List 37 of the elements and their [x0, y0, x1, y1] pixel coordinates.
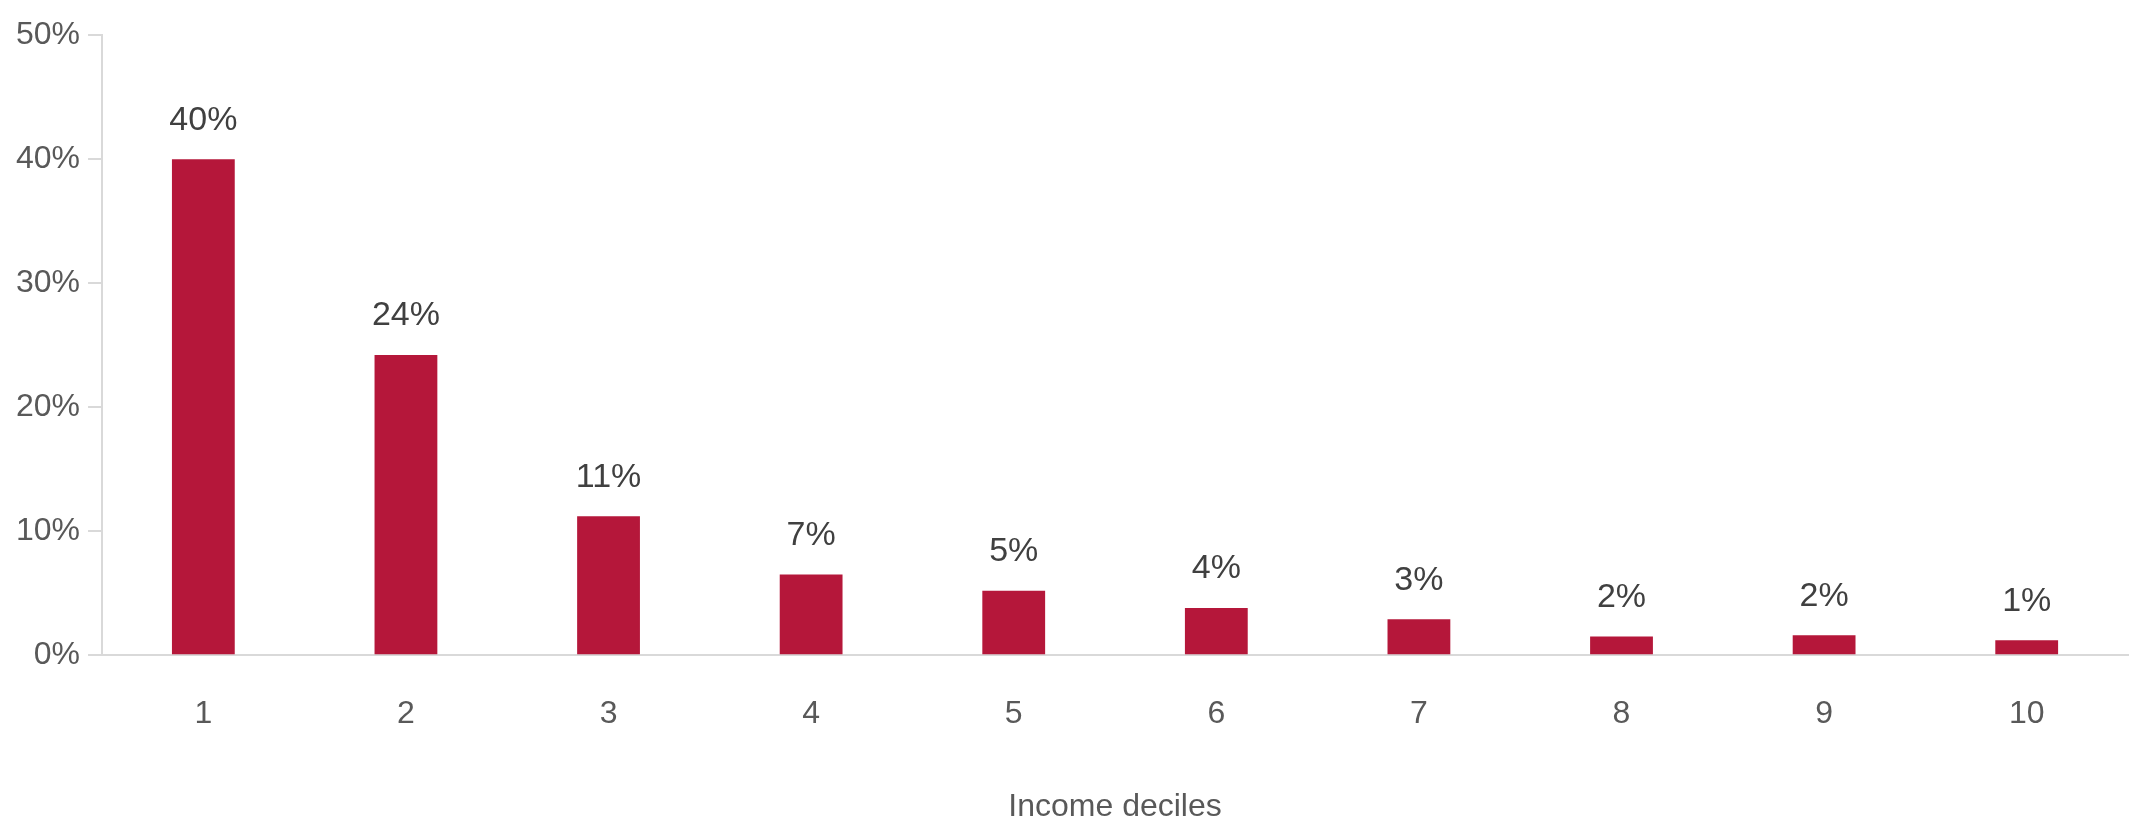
data-label: 2%	[1799, 574, 1849, 613]
x-tick-label: 7	[1410, 694, 1428, 731]
x-tick-label: 9	[1815, 694, 1834, 731]
x-tick-label: 3	[599, 694, 618, 731]
x-tick-label: 4	[802, 694, 821, 731]
bar	[982, 590, 1046, 655]
data-label: 5%	[989, 530, 1039, 569]
bar	[779, 574, 843, 655]
y-tick-label: 20%	[16, 387, 81, 424]
x-tick-label: 6	[1207, 694, 1226, 731]
y-tick-label: 10%	[16, 511, 81, 548]
bar	[1995, 640, 2059, 655]
data-label: 3%	[1394, 558, 1444, 597]
bar	[1792, 635, 1856, 655]
x-tick-label: 8	[1612, 694, 1631, 731]
x-tick-label: 10	[2008, 694, 2045, 731]
y-tick-label: 50%	[16, 15, 81, 52]
bar	[1387, 619, 1451, 655]
data-label: 24%	[371, 294, 440, 333]
bar	[577, 516, 640, 655]
x-tick-label: 1	[194, 694, 213, 731]
data-label: 11%	[575, 455, 642, 494]
x-tick-label: 5	[1004, 694, 1023, 731]
data-label: 1%	[2002, 579, 2052, 618]
data-label: 4%	[1191, 547, 1241, 586]
y-tick-label: 0%	[33, 635, 81, 672]
data-label: 40%	[169, 98, 238, 137]
data-label: 2%	[1596, 575, 1647, 614]
x-tick-label: 2	[397, 694, 415, 731]
bar	[1590, 636, 1653, 655]
y-tick-label: 40%	[16, 139, 81, 176]
x-axis-title: Income deciles	[1008, 786, 1222, 823]
bar	[171, 159, 235, 655]
y-tick-label: 30%	[16, 263, 81, 300]
bar	[374, 355, 438, 655]
bar	[1184, 608, 1248, 655]
data-label: 7%	[786, 513, 836, 552]
